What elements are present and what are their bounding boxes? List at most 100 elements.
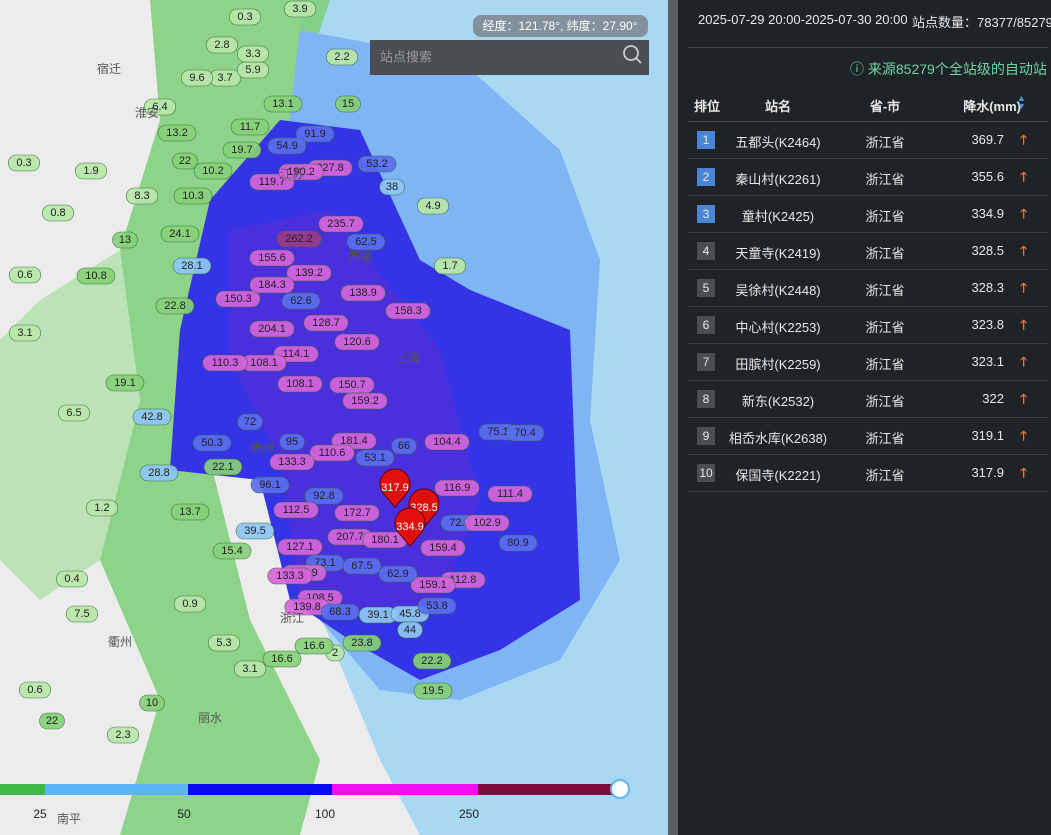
- rank: 3: [697, 205, 715, 223]
- station-badge: [139, 464, 179, 482]
- station-badge: [281, 292, 321, 310]
- station-value: 16.6: [271, 653, 292, 665]
- rank: 5: [697, 279, 715, 297]
- station-value: 24.1: [169, 228, 190, 240]
- station-badge: [57, 404, 91, 422]
- station-value: 9.6: [189, 72, 204, 84]
- station-badge: [325, 48, 359, 66]
- station-value: 10.8: [85, 270, 106, 282]
- station-value: 62.6: [290, 295, 311, 307]
- station-value: 3.9: [292, 3, 307, 15]
- station-badge: [74, 162, 108, 180]
- station-badge: [236, 45, 270, 63]
- legend-handle[interactable]: [610, 779, 630, 799]
- station-badge: [417, 597, 457, 615]
- station-badge: [105, 374, 145, 392]
- station-badge: [112, 231, 138, 249]
- rank: 10: [697, 464, 715, 482]
- rank: 9: [697, 427, 715, 445]
- station-badge: [412, 652, 452, 670]
- trend-arrow: 🡑: [1020, 280, 1027, 295]
- station-badge: [505, 424, 545, 442]
- sort-icon[interactable]: ▲ ▼: [1017, 93, 1026, 111]
- source-text: 来源85279个全站级的自动站: [867, 61, 1047, 77]
- station-value: 13.2: [166, 127, 187, 139]
- station-value: 96.1: [259, 479, 280, 491]
- station-badge: [132, 408, 172, 426]
- station-badge: [249, 249, 295, 267]
- station-badge: [155, 297, 195, 315]
- station-badge: [276, 230, 322, 248]
- station-value: 28.8: [148, 467, 169, 479]
- station-badge: [207, 634, 241, 652]
- station-value: 0.8: [50, 207, 65, 219]
- legend-label: 50: [177, 807, 191, 821]
- station-value: 204.1: [258, 323, 286, 335]
- station-badge: [303, 314, 349, 332]
- trend-arrow: 🡑: [1020, 391, 1027, 406]
- station-value: 11.7: [240, 121, 261, 133]
- station-value: 2.3: [115, 729, 130, 741]
- coord-box: [473, 15, 648, 37]
- station-count: 站点数量：78377/85279: [912, 15, 1051, 30]
- rank: 8: [697, 390, 715, 408]
- station-badge: [41, 204, 75, 222]
- station-badge: [416, 197, 450, 215]
- trend-arrow: 🡑: [1020, 317, 1027, 332]
- station-badge: [228, 8, 262, 26]
- row-rule: [688, 232, 1048, 233]
- station-value: 53.1: [364, 452, 385, 464]
- pin: [394, 507, 426, 547]
- station-value: 108.1: [250, 357, 278, 369]
- station-value: 28.1: [181, 260, 202, 272]
- rank: 2: [697, 168, 715, 186]
- station-value: 0.3: [237, 11, 252, 23]
- station-value: 119.7: [259, 176, 286, 188]
- legend-label: 100: [315, 807, 335, 821]
- station-value: 1.9: [83, 165, 98, 177]
- column-header[interactable]: 降水(mm): [963, 99, 1021, 114]
- station-value: 5.9: [245, 64, 260, 76]
- row-rule: [688, 491, 1048, 492]
- station-value: 112.8: [450, 574, 477, 586]
- station-badge: [139, 694, 165, 712]
- place-name: 宿迁: [97, 61, 121, 76]
- station-badge: [173, 595, 207, 613]
- search-box[interactable]: [370, 40, 649, 75]
- station-value: 128.7: [312, 317, 340, 329]
- station-value: 127.1: [286, 541, 314, 553]
- station-badge: [413, 682, 453, 700]
- station-badge: [498, 534, 538, 552]
- station-badge: [65, 605, 99, 623]
- trend-arrow: 🡑: [1020, 243, 1027, 258]
- station-value: 184.3: [258, 279, 286, 291]
- station-badge: [222, 141, 262, 159]
- station-value: 8.3: [134, 190, 149, 202]
- divider[interactable]: [668, 0, 678, 835]
- station-badge: [230, 118, 270, 136]
- station-value: 10.2: [202, 165, 223, 177]
- station-badge: [269, 453, 315, 471]
- station-value: 172.7: [343, 507, 371, 519]
- station-value: 53.2: [366, 158, 387, 170]
- station-badge: [76, 267, 116, 285]
- station-value: 150.3: [224, 293, 252, 305]
- station-badge: [283, 0, 317, 18]
- station-value: 133.3: [276, 570, 304, 582]
- station-badge: [263, 95, 303, 113]
- station-badge: [180, 69, 214, 87]
- station-badge: [342, 634, 382, 652]
- station-badge: [357, 155, 397, 173]
- station-value: 181.4: [340, 435, 368, 447]
- station-value: 3.1: [17, 327, 32, 339]
- search-icon[interactable]: [623, 45, 639, 61]
- stations: 0.3 3.9 2.8 3.7 9.6 5.9 3.3 13.1 6.4 13.2 11.7 19.7…: [7, 0, 545, 744]
- row-rule: [688, 195, 1048, 196]
- rainfall: 328.3: [971, 280, 1004, 295]
- trend-arrow: 🡑: [1020, 132, 1027, 147]
- station-value: 190.2: [287, 166, 315, 178]
- station-badge: [18, 681, 52, 699]
- trend-arrow: 🡑: [1020, 428, 1027, 443]
- station-badge: [355, 449, 395, 467]
